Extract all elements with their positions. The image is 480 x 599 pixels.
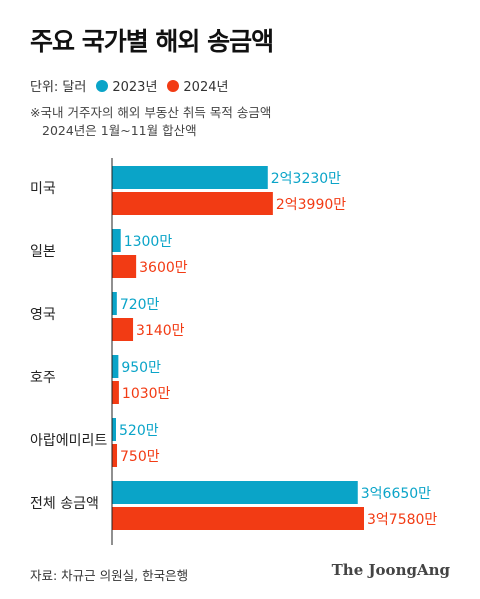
footnote-line-1: ※국내 거주자의 해외 부동산 취득 목적 송금액 — [30, 105, 272, 120]
bar-2023 — [112, 166, 268, 189]
bar-value-label: 3억7580만 — [367, 512, 437, 528]
bar-value-label: 3억6650만 — [361, 486, 431, 502]
category-label: 미국 — [30, 181, 56, 197]
bar-2023 — [112, 292, 117, 315]
bar-value-label: 720만 — [120, 297, 160, 313]
bar-value-label: 3600만 — [139, 260, 188, 276]
bar-2023 — [112, 418, 116, 441]
bar-2023 — [112, 481, 358, 504]
legend-dot-2023 — [96, 79, 109, 92]
category-label: 전체 송금액 — [30, 496, 99, 512]
bar-2024 — [112, 381, 119, 404]
chart-title: 주요 국가별 해외 송금액 — [30, 27, 274, 56]
legend-label-2023: 2023년 — [112, 80, 158, 95]
bar-2024 — [112, 255, 137, 278]
category-label: 영국 — [30, 307, 56, 323]
source-note: 자료: 차규근 의원실, 한국은행 — [30, 568, 189, 583]
legend: 단위: 달러 2023년 2024년 — [30, 76, 228, 95]
bar-value-label: 1030만 — [122, 386, 171, 402]
bar-value-label: 1300만 — [124, 234, 173, 250]
footnote: ※국내 거주자의 해외 부동산 취득 목적 송금액 2024년은 1월~11월 … — [30, 104, 271, 140]
bar-value-label: 520만 — [119, 423, 159, 439]
bar-2024 — [112, 318, 134, 341]
unit-label: 단위: 달러 — [30, 80, 87, 95]
category-label: 아랍에미리트 — [30, 433, 107, 449]
bar-2023 — [112, 229, 121, 252]
bar-value-label: 2억3230만 — [271, 171, 341, 187]
legend-label-2024: 2024년 — [183, 80, 229, 95]
bar-value-label: 750만 — [120, 449, 160, 465]
bar-2024 — [112, 192, 273, 215]
bar-value-label: 3140만 — [136, 323, 185, 339]
bar-2024 — [112, 444, 118, 467]
category-label: 일본 — [30, 244, 56, 260]
bar-2024 — [112, 507, 364, 530]
bar-value-label: 2억3990만 — [276, 197, 346, 213]
bar-value-label: 950만 — [121, 360, 161, 376]
legend-dot-2024 — [167, 79, 180, 92]
bar-2023 — [112, 355, 119, 378]
footnote-line-2: 2024년은 1월~11월 합산액 — [42, 123, 197, 138]
publisher-logo: The JoongAng — [331, 561, 450, 579]
category-label: 호주 — [30, 370, 56, 386]
